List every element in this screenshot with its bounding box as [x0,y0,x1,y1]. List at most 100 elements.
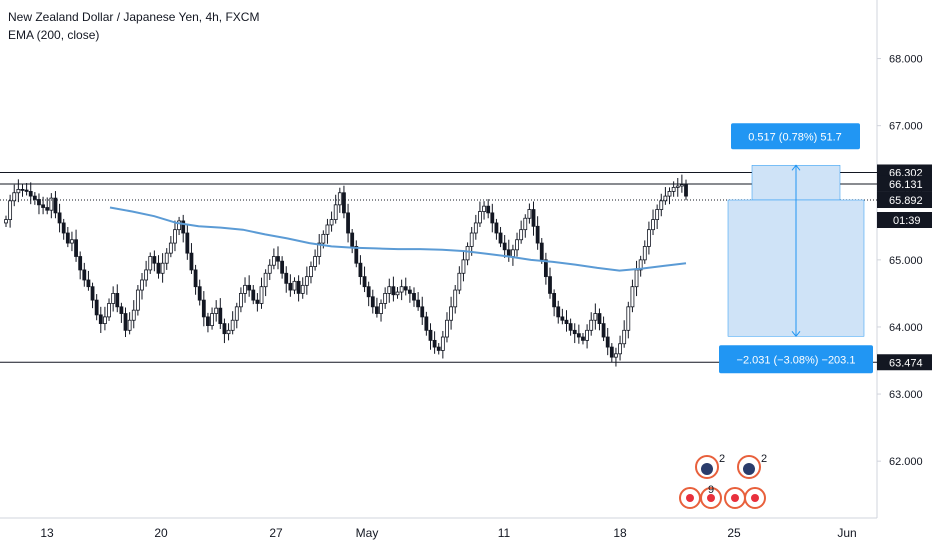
candle-body [622,329,627,345]
price-tick-label: 67.000 [889,121,923,133]
candle-body [358,262,363,278]
candle-body [4,219,8,224]
candle-body [86,279,91,288]
candle-body [61,222,66,234]
candle-body [140,279,144,291]
candle-body [436,346,441,351]
candle-body [428,329,433,341]
candle-body [292,280,297,291]
candle-body [222,323,227,335]
candle-body [675,185,680,188]
candle-body [659,200,664,210]
candle-body [618,343,622,355]
time-tick-label: 18 [613,526,627,540]
time-tick-label: 27 [269,526,283,540]
candle-body [152,256,157,264]
chart-legend: New Zealand Dollar / Japanese Yen, 4h, F… [8,8,259,44]
candle-body [383,293,388,304]
candle-body [103,316,107,325]
candle-body [78,256,83,271]
candle-body [37,199,41,206]
candle-body [346,212,350,234]
candle-body [41,204,45,208]
candle-body [461,259,466,274]
candle-body [123,313,128,331]
candle-body [473,222,478,234]
candle-body [28,191,33,197]
candle-body [486,205,491,214]
candle-body [164,252,169,264]
candle-body [24,189,29,192]
price-level-badge [877,354,932,371]
event-badge-1-dot [686,494,694,502]
price-tick-label: 68.000 [889,54,923,66]
candle-body [201,299,206,318]
candle-body [156,262,161,274]
candle-body [255,299,260,304]
candle-body [535,225,540,244]
idea-badge-right-count: 2 [761,453,767,465]
time-tick-label: 20 [154,526,168,540]
candle-body [354,246,359,264]
candle-body [8,200,13,220]
candle-body [181,220,186,234]
candle-body [193,269,198,288]
candle-body [531,209,536,227]
candle-body [412,293,416,301]
candle-body [296,280,301,294]
candle-body [111,293,116,304]
measure-down-label-box [719,345,873,374]
candle-body [605,336,610,348]
measure-up-label-box [731,123,860,150]
candle-body [342,192,346,214]
candle-body [490,212,495,224]
candle-body [498,232,503,244]
measure-down-label: −2.031 (−3.08%) −203.1 [737,354,856,366]
candle-body [469,232,474,247]
price-level-badge [877,175,932,192]
candle-body [651,219,655,231]
idea-badge-left-face [701,463,713,475]
candle-body [478,211,482,224]
event-badge-3-dot [731,494,739,502]
candle-body [271,256,276,266]
ema-line [109,206,687,272]
time-tick-label: May [356,526,379,540]
candle-body [445,319,449,338]
time-tick-label: 13 [40,526,54,540]
candle-body [556,306,561,318]
candle-body [387,286,392,294]
candle-body [424,316,429,331]
candle-body [465,246,470,261]
candle-body [197,286,202,301]
candle-body [502,242,507,251]
price-tick-label: 65.000 [889,255,923,267]
candle-body [288,282,293,291]
price-level-label: 63.474 [889,357,923,369]
candle-body [94,299,99,316]
candle-body [362,276,367,288]
candle-body [206,316,210,327]
candle-body [403,286,408,291]
candle-body [581,336,585,341]
candle-body [214,307,219,314]
candle-body [593,313,598,321]
candle-body [243,284,247,294]
candle-body [309,266,313,278]
candle-body [523,217,528,231]
candle-body [90,286,95,301]
measure-up-arrowhead [791,164,801,171]
candle-body [379,303,383,314]
candle-body [329,219,334,226]
time-tick-label: 25 [727,526,741,540]
candle-body [74,239,78,257]
candle-body [416,299,421,308]
candle-body [366,286,371,298]
candle-body [572,329,577,335]
candle-body [230,319,235,331]
candle-body [284,272,289,284]
candle-body [276,256,280,262]
candle-body [667,191,672,197]
